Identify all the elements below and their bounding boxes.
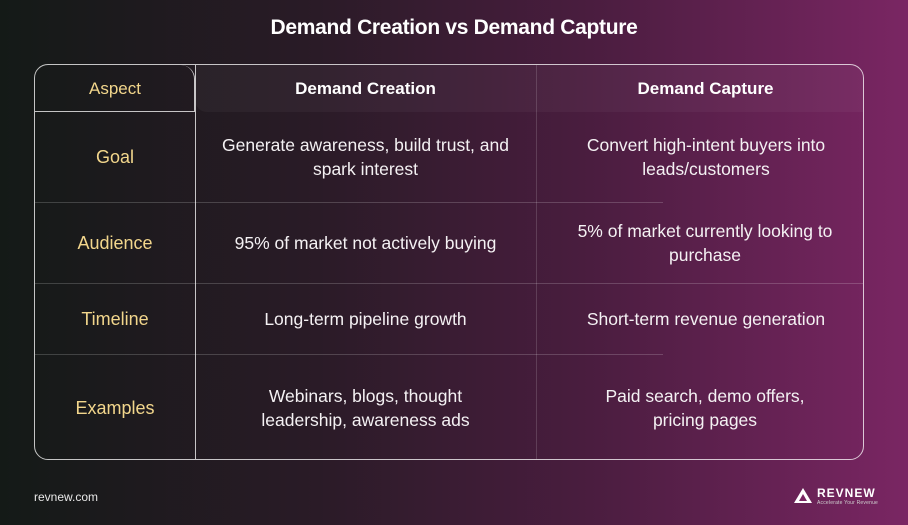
row-aspect-audience: Audience xyxy=(77,232,153,253)
cell-capture-examples: Paid search, demo offers, pricing pages xyxy=(605,385,805,430)
comparison-table: Aspect Demand Creation Demand Capture Go… xyxy=(34,64,864,460)
cell-capture-timeline: Short-term revenue generation xyxy=(586,308,826,329)
cell-creation-examples: Webinars, blogs, thought leadership, awa… xyxy=(261,385,470,430)
row-divider xyxy=(35,202,663,203)
page-title: Demand Creation vs Demand Capture xyxy=(270,16,638,39)
cell-creation-timeline: Long-term pipeline growth xyxy=(264,308,467,329)
footer-url: revnew.com xyxy=(34,490,99,504)
aspect-header-cell xyxy=(35,65,195,112)
row-divider xyxy=(35,354,663,355)
row-divider xyxy=(35,283,863,284)
cell-capture-audience: 5% of market currently looking to purcha… xyxy=(577,220,833,265)
revnew-mountain-icon xyxy=(793,487,813,504)
table-header-band xyxy=(195,65,863,112)
row-aspect-goal: Goal xyxy=(95,147,135,167)
brand-tagline: Accelerate Your Revenue xyxy=(817,500,879,506)
header-demand-capture: Demand Capture xyxy=(637,78,774,98)
column-divider xyxy=(536,65,537,459)
cell-capture-goal: Convert high-intent buyers into leads/cu… xyxy=(586,135,826,179)
header-aspect: Aspect xyxy=(89,78,141,98)
row-aspect-timeline: Timeline xyxy=(81,308,149,329)
row-aspect-examples: Examples xyxy=(75,397,155,418)
cell-creation-goal: Generate awareness, build trust, and spa… xyxy=(222,135,509,179)
brand-logo: REVNEW Accelerate Your Revenue xyxy=(793,487,878,506)
aspect-column xyxy=(35,65,196,459)
header-demand-creation: Demand Creation xyxy=(295,78,436,98)
cell-creation-audience: 95% of market not actively buying xyxy=(234,232,497,253)
brand-name: REVNEW xyxy=(817,486,876,500)
